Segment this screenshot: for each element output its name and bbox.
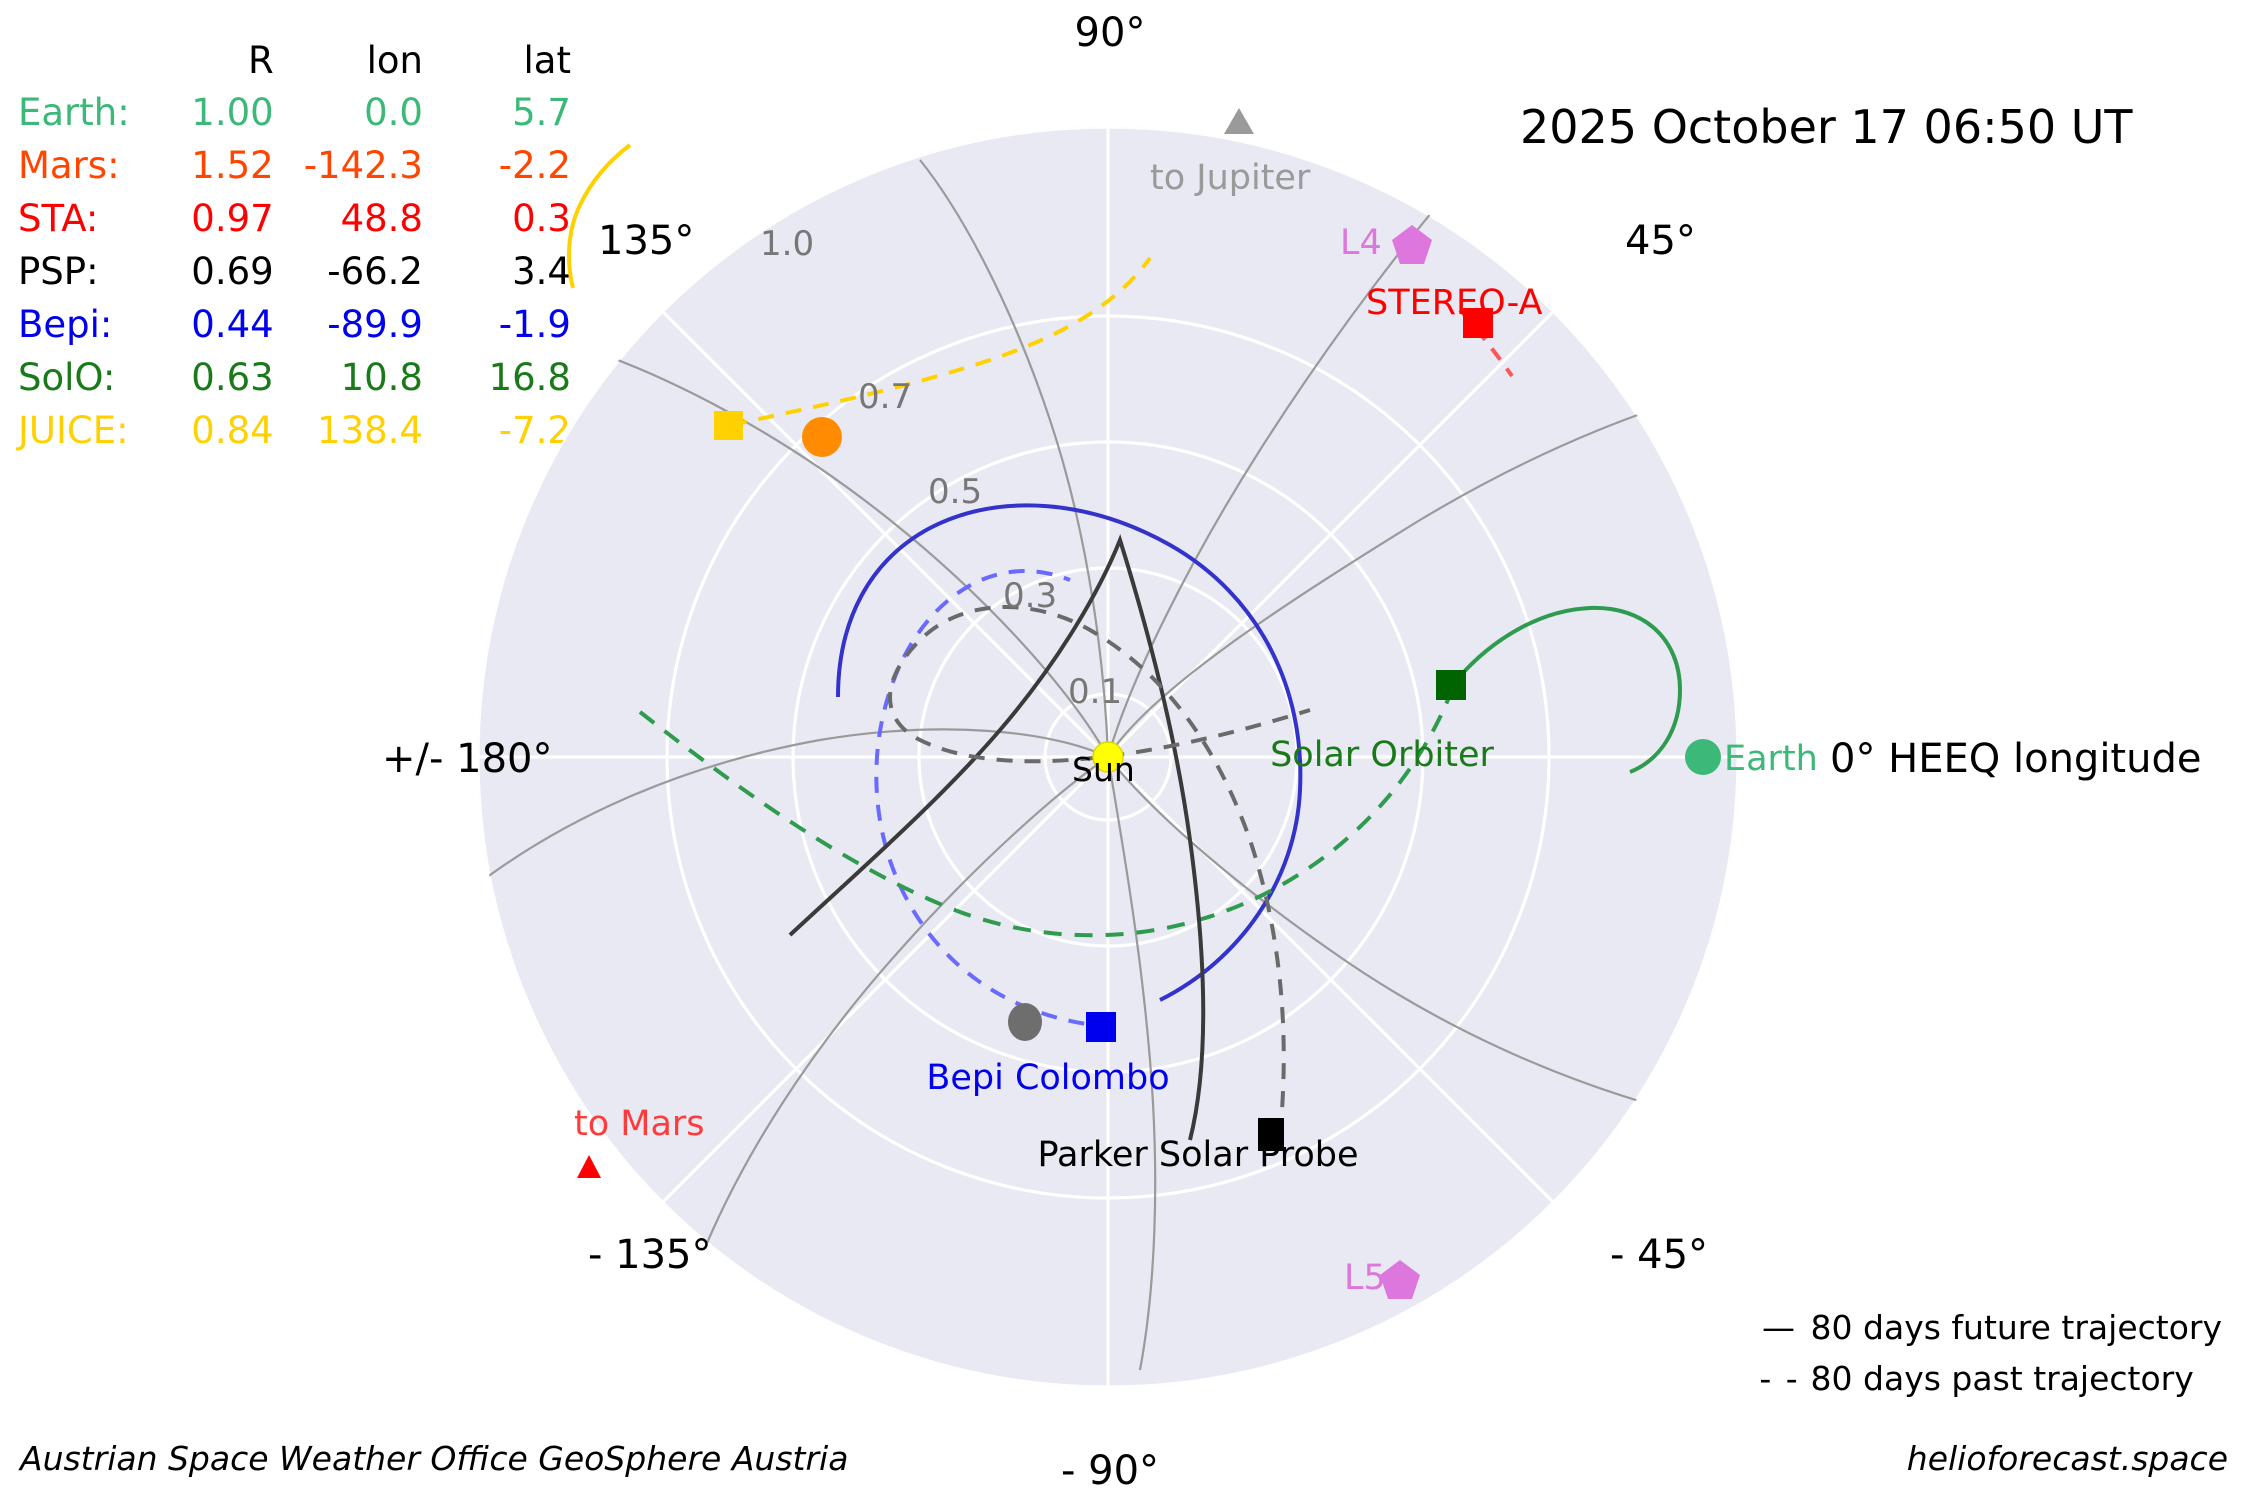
row-lat-4: -1.9 bbox=[498, 303, 571, 346]
table-row: Earth: 1.00 0.0 5.7 bbox=[18, 86, 601, 139]
row-r-4: 0.44 bbox=[191, 303, 274, 346]
table-row: PSP: 0.69 -66.2 3.4 bbox=[18, 245, 601, 298]
row-r-5: 0.63 bbox=[191, 356, 274, 399]
table-row: Mars: 1.52 -142.3 -2.2 bbox=[18, 139, 601, 192]
sun-marker bbox=[1092, 741, 1124, 773]
trajectory-juice-past bbox=[730, 256, 1152, 427]
trajectory-legend: — 80 days future trajectory - - 80 days … bbox=[1749, 1308, 2222, 1410]
bepi-colombo-marker bbox=[1086, 1012, 1116, 1042]
label-solar-orbiter: Solar Orbiter bbox=[1270, 735, 1494, 775]
label-to-jupiter: to Jupiter bbox=[1150, 158, 1311, 198]
to-mars-marker bbox=[577, 1155, 601, 1178]
table-row: Bepi: 0.44 -89.9 -1.9 bbox=[18, 298, 601, 351]
mars-marker bbox=[802, 417, 842, 457]
row-r-2: 0.97 bbox=[191, 197, 274, 240]
l4-marker bbox=[1392, 225, 1432, 264]
angle-label-135: 135° bbox=[598, 218, 695, 264]
angle-label-90: 90° bbox=[1074, 10, 1146, 56]
table-header-row: R lon lat bbox=[18, 38, 601, 86]
table-row: JUICE: 0.84 138.4 -7.2 bbox=[18, 404, 601, 457]
earth-marker bbox=[1685, 739, 1721, 775]
row-lat-6: -7.2 bbox=[498, 409, 571, 452]
row-name-5: SolO: bbox=[18, 356, 116, 399]
trajectory-psp-future bbox=[788, 534, 1206, 1141]
legend-row-future: — 80 days future trajectory bbox=[1749, 1308, 2222, 1347]
row-lat-1: -2.2 bbox=[498, 144, 571, 187]
radial-tick-1-0: 1.0 bbox=[760, 224, 815, 264]
solar-orbiter-marker bbox=[1436, 670, 1466, 700]
psp-marker bbox=[1258, 1118, 1284, 1151]
angle-label-minus-135: - 135° bbox=[588, 1232, 712, 1278]
row-lat-3: 3.4 bbox=[512, 250, 571, 293]
angle-label-minus-45: - 45° bbox=[1610, 1232, 1709, 1278]
row-name-1: Mars: bbox=[18, 144, 120, 187]
angle-label-0-heeq: 0° HEEQ longitude bbox=[1830, 736, 2202, 782]
radial-tick-0-7: 0.7 bbox=[858, 377, 913, 417]
row-lon-1: -142.3 bbox=[303, 144, 423, 187]
table-row: SolO: 0.63 10.8 16.8 bbox=[18, 351, 601, 404]
label-l4: L4 bbox=[1340, 223, 1382, 263]
label-sun: Sun bbox=[1072, 750, 1135, 789]
row-r-3: 0.69 bbox=[191, 250, 274, 293]
row-name-2: STA: bbox=[18, 197, 99, 240]
row-lon-5: 10.8 bbox=[340, 356, 423, 399]
table-row: STA: 0.97 48.8 0.3 bbox=[18, 192, 601, 245]
table-header-r: R bbox=[247, 39, 274, 82]
trajectory-psp-past bbox=[888, 605, 1311, 1136]
mercury-marker bbox=[1008, 1003, 1042, 1041]
row-lat-0: 5.7 bbox=[512, 91, 571, 134]
trajectory-solo-past bbox=[638, 681, 1457, 938]
positions-table: R lon lat Earth: 1.00 0.0 5.7 Mars: 1.52 -142.… bbox=[18, 38, 601, 457]
radial-tick-0-3: 0.3 bbox=[1003, 576, 1058, 616]
row-name-0: Earth: bbox=[18, 91, 130, 134]
row-lat-5: 16.8 bbox=[488, 356, 571, 399]
row-lon-4: -89.9 bbox=[327, 303, 423, 346]
row-r-6: 0.84 bbox=[191, 409, 274, 452]
plot-title: 2025 October 17 06:50 UT bbox=[1520, 100, 2133, 154]
label-earth: Earth bbox=[1724, 739, 1818, 779]
angle-label-pm-180: +/- 180° bbox=[382, 736, 553, 782]
row-lon-2: 48.8 bbox=[340, 197, 423, 240]
row-lat-2: 0.3 bbox=[512, 197, 571, 240]
row-name-4: Bepi: bbox=[18, 303, 113, 346]
l5-marker bbox=[1380, 1260, 1420, 1299]
trajectory-bepi-past bbox=[874, 569, 1113, 1029]
row-name-6: JUICE: bbox=[18, 409, 129, 452]
legend-label-past: 80 days past trajectory bbox=[1810, 1359, 2194, 1398]
radial-tick-0-1: 0.1 bbox=[1068, 672, 1123, 712]
angle-label-minus-90: - 90° bbox=[1060, 1448, 1160, 1494]
row-lon-6: 138.4 bbox=[317, 409, 423, 452]
trajectory-bepi-future bbox=[836, 503, 1303, 1002]
to-jupiter-marker bbox=[1224, 108, 1254, 134]
solid-line-icon: — bbox=[1762, 1308, 1798, 1347]
label-bepi-colombo: Bepi Colombo bbox=[926, 1058, 1170, 1098]
angle-label-45: 45° bbox=[1625, 218, 1696, 264]
trajectory-solo-future bbox=[1453, 605, 1683, 774]
juice-marker bbox=[714, 411, 743, 440]
radial-tick-0-5: 0.5 bbox=[928, 472, 983, 512]
legend-row-past: - - 80 days past trajectory bbox=[1749, 1359, 2222, 1398]
footer-attribution: Austrian Space Weather Office GeoSphere … bbox=[20, 1439, 849, 1478]
row-name-3: PSP: bbox=[18, 250, 99, 293]
label-parker-solar-probe: Parker Solar Probe bbox=[1037, 1135, 1359, 1175]
row-lon-3: -66.2 bbox=[327, 250, 423, 293]
table-header-lon: lon bbox=[366, 39, 423, 82]
row-r-1: 1.52 bbox=[191, 144, 274, 187]
label-to-mars: to Mars bbox=[574, 1104, 705, 1144]
legend-label-future: 80 days future trajectory bbox=[1810, 1308, 2222, 1347]
angular-gridlines bbox=[478, 127, 1738, 1387]
trajectory-juice-future bbox=[566, 143, 632, 289]
label-l5: L5 bbox=[1344, 1258, 1386, 1298]
footer-website: helioforecast.space bbox=[1906, 1439, 2228, 1478]
stereo-a-marker bbox=[1463, 308, 1493, 338]
row-r-0: 1.00 bbox=[191, 91, 274, 134]
dashed-line-icon: - - bbox=[1759, 1359, 1800, 1398]
label-stereo-a: STEREO-A bbox=[1366, 283, 1543, 323]
table-header-lat: lat bbox=[523, 39, 571, 82]
row-lon-0: 0.0 bbox=[364, 91, 423, 134]
